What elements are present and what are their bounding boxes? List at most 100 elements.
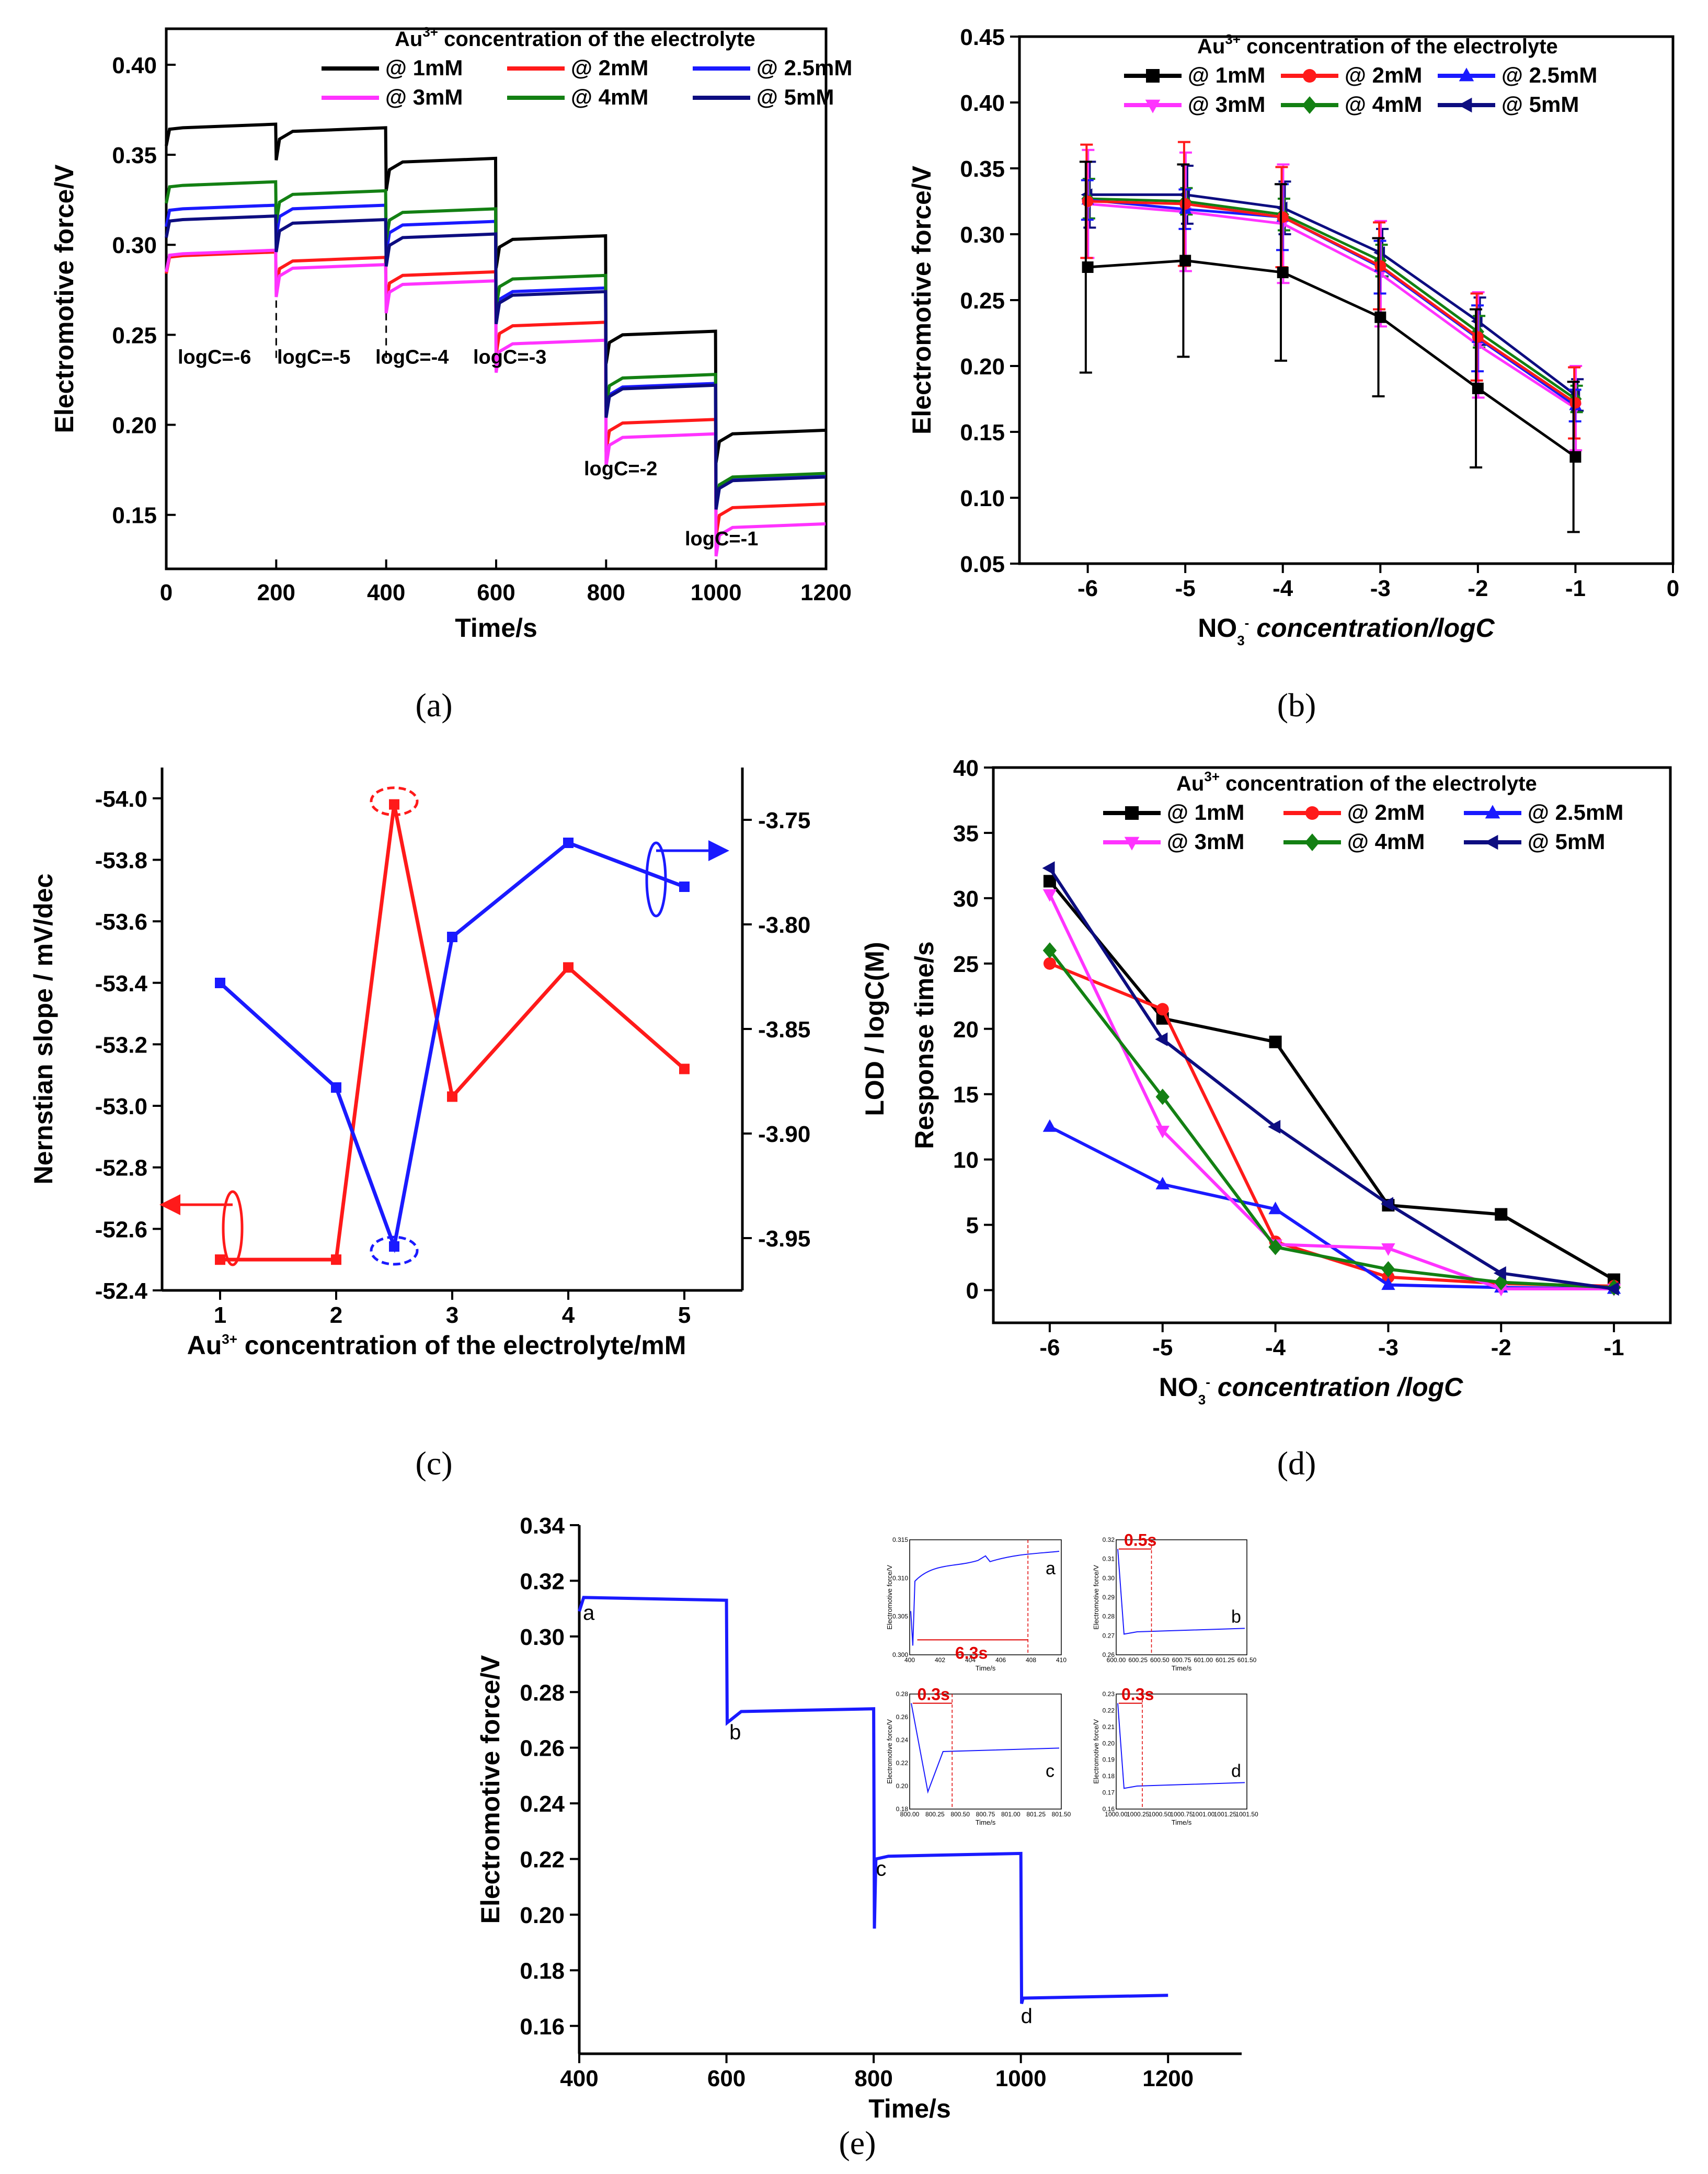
point-c-0-2 (389, 799, 399, 810)
y-axis-label-a: Electromotive force/V (50, 164, 79, 433)
inset-x-tick-b-4: 601.00 (1194, 1656, 1213, 1664)
inset-x-tick-d-2: 1000.50 (1149, 1811, 1172, 1818)
legend-label-a-1: @ 2mM (571, 55, 648, 80)
x-tick-label-b-4: -2 (1468, 576, 1488, 601)
point-d-4-2 (1268, 1239, 1282, 1255)
annotation-a-3: logC=-3 (473, 346, 546, 368)
chart-e: 400 600 800 1000 1200 0.16 0.18 0.20 0.22 0.24 0.2… (476, 1513, 1258, 2123)
point-d-4-3 (1381, 1261, 1395, 1278)
y-tick-label-left-c-6: -53.6 (95, 909, 147, 935)
inset-y-label-c: Electromotive force/V (886, 1719, 893, 1784)
point-d-4-4 (1494, 1274, 1508, 1291)
inset-y-tick-d-0: 0.16 (1103, 1805, 1115, 1813)
series-d-4 (1048, 949, 1614, 1289)
inset-time-label-a: 6.3s (955, 1643, 988, 1662)
x-tick-label-e-1: 600 (707, 2066, 746, 2091)
y-tick-label-d-6: 30 (953, 886, 979, 912)
y-tick-label-a-4: 0.35 (112, 143, 157, 168)
inset-x-tick-b-6: 601.50 (1237, 1656, 1257, 1664)
point-b-0-5 (1569, 451, 1581, 463)
y-tick-label-e-3: 0.22 (520, 1847, 565, 1873)
y-tick-label-left-c-2: -52.8 (95, 1155, 147, 1181)
inset-x-tick-a-4: 408 (1026, 1656, 1036, 1664)
y-tick-label-right-c-0: -3.95 (758, 1226, 810, 1252)
x-tick-label-b-6: 0 (1667, 576, 1679, 601)
inset-y-tick-b-2: 0.28 (1103, 1613, 1115, 1620)
point-c-0-1 (331, 1254, 341, 1265)
inset-y-tick-c-0: 0.18 (896, 1805, 909, 1813)
legend-label-b-4: @ 4mM (1345, 92, 1422, 117)
inset-y-tick-a-0: 0.300 (892, 1651, 908, 1658)
series-b-3 (1087, 202, 1576, 409)
point-b-0-2 (1277, 267, 1289, 279)
point-c-1-3 (447, 932, 457, 942)
y-tick-label-left-c-3: -53.0 (95, 1094, 147, 1119)
y-axis-label-right-c: LOD / logC(M) (860, 942, 889, 1116)
y-tick-label-right-c-1: -3.90 (758, 1122, 810, 1147)
point-d-5-0 (1042, 861, 1055, 875)
legend-marker-d-4 (1304, 833, 1320, 851)
point-c-1-1 (331, 1082, 341, 1093)
inset-x-tick-c-1: 800.25 (925, 1811, 945, 1818)
x-tick-label-d-0: -6 (1039, 1335, 1060, 1360)
inset-x-tick-b-3: 600.75 (1172, 1656, 1191, 1664)
y-tick-label-left-c-5: -53.4 (95, 971, 148, 997)
point-c-1-0 (215, 978, 225, 988)
y-axis-label-d: Response time/s (910, 941, 939, 1149)
point-d-3-3 (1381, 1243, 1395, 1256)
y-tick-label-right-c-2: -3.85 (758, 1017, 810, 1043)
y-tick-label-b-6: 0.35 (960, 156, 1005, 182)
axis-indicator-arrowhead-blue-c (708, 840, 729, 861)
y-tick-label-a-1: 0.20 (112, 413, 157, 439)
y-tick-label-a-3: 0.30 (112, 233, 157, 258)
point-c-0-5 (679, 1063, 690, 1074)
point-b-1-4 (1472, 331, 1484, 343)
point-d-5-1 (1155, 1032, 1168, 1046)
point-d-3-0 (1042, 889, 1057, 902)
inset-curve-c (911, 1703, 1060, 1794)
panel-label-d: (d) (1277, 1445, 1316, 1482)
inset-x-label-c: Time/s (976, 1818, 996, 1826)
legend-marker-b-2 (1459, 67, 1474, 82)
highlight-ellipse-red-c (370, 786, 419, 817)
x-tick-label-b-0: -6 (1077, 576, 1098, 601)
x-tick-label-e-4: 1200 (1142, 2066, 1194, 2091)
series-c-1 (219, 841, 685, 1254)
x-tick-label-a-1: 200 (257, 580, 295, 605)
x-tick-label-a-4: 800 (587, 580, 625, 605)
inset-y-tick-d-2: 0.18 (1103, 1772, 1115, 1780)
point-d-2-3 (1381, 1277, 1395, 1290)
point-c-1-5 (679, 882, 690, 892)
legend-marker-d-0 (1125, 806, 1139, 820)
legend-label-b-5: @ 5mM (1501, 92, 1579, 117)
inset-x-label-b: Time/s (1172, 1664, 1192, 1672)
inset-x-tick-d-3: 1000.75 (1170, 1811, 1193, 1818)
series-a-5 (165, 214, 826, 510)
series-b-0 (1087, 259, 1576, 458)
inset-y-tick-a-1: 0.305 (892, 1613, 908, 1620)
y-tick-label-d-7: 35 (953, 821, 979, 846)
inset-y-tick-b-0: 0.26 (1103, 1651, 1115, 1658)
inset-x-tick-c-5: 801.25 (1026, 1811, 1046, 1818)
y-tick-label-left-c-0: -52.4 (95, 1278, 148, 1304)
point-b-1-1 (1179, 198, 1191, 210)
point-d-3-1 (1155, 1126, 1170, 1139)
x-axis-label-c: Au3+ concentration of the electrolyte/mM (187, 1331, 686, 1360)
inset-x-tick-d-6: 1001.50 (1235, 1811, 1258, 1818)
x-tick-label-b-2: -4 (1273, 576, 1293, 601)
inset-letter-b: b (1231, 1607, 1241, 1627)
inset-letter-a: a (1046, 1559, 1056, 1578)
legend-label-b-0: @ 1mM (1188, 63, 1265, 87)
x-axis-label-e: Time/s (868, 2094, 951, 2123)
step-marker-e-1: b (729, 1721, 741, 1744)
inset-x-tick-b-1: 600.25 (1128, 1656, 1148, 1664)
point-c-0-3 (447, 1091, 457, 1102)
legend-marker-d-3 (1124, 837, 1140, 851)
point-c-1-2 (389, 1241, 399, 1252)
x-tick-label-c-4: 5 (678, 1302, 691, 1328)
y-tick-label-b-8: 0.45 (960, 25, 1005, 50)
plot-frame-d (992, 766, 1672, 1324)
y-tick-label-e-5: 0.26 (520, 1736, 565, 1761)
inset-letter-c: c (1046, 1761, 1054, 1781)
y-tick-label-e-8: 0.32 (520, 1569, 565, 1594)
